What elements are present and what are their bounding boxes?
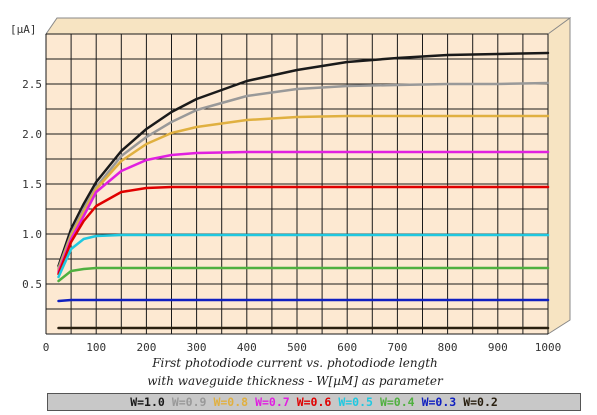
x-tick-label: 600 (337, 341, 357, 354)
legend-entry: W=0.8 (213, 395, 249, 409)
x-tick-label: 1000 (535, 341, 562, 354)
x-tick-label: 900 (488, 341, 508, 354)
legend-entry: W=0.2 (463, 395, 498, 409)
legend-entry: W=0.7 (255, 395, 290, 409)
y-axis: 0.5 1.0 1.5 2.0 2.5 (22, 78, 42, 291)
depth-top-face (45, 17, 571, 35)
series-line-W=0.8 (57, 114, 550, 272)
depth-side-face (547, 17, 571, 335)
legend-entry: W=0.4 (379, 395, 415, 409)
x-tick-label: 800 (438, 341, 458, 354)
y-tick-label: 1.0 (22, 228, 42, 241)
x-tick-label: 700 (387, 341, 407, 354)
legend-entry: W=0.3 (421, 395, 457, 409)
legend-entry: W=0.9 (171, 395, 207, 409)
y-axis-label: [µA] (10, 23, 37, 36)
legend-entry: W=1.0 (130, 395, 165, 409)
x-tick-label: 400 (237, 341, 257, 354)
caption-line-1: First photodiode current vs. photodiode … (152, 356, 438, 370)
x-axis: 0 100 200 300 400 500 600 700 800 900 1000 (43, 341, 562, 354)
legend-entry: W=0.5 (338, 395, 373, 409)
x-tick-label: 0 (43, 341, 50, 354)
legend: W=1.0 W=0.9 W=0.8 W=0.7 W=0.6 W=0.5 W=0.4 W=0.3… (47, 393, 581, 411)
grid (45, 33, 549, 335)
x-tick-label: 100 (86, 341, 106, 354)
caption-line-2: with waveguide thickness - W[µM] as para… (147, 374, 443, 388)
x-tick-label: 500 (287, 341, 307, 354)
series-line-W=0.7 (57, 150, 550, 274)
y-tick-label: 0.5 (22, 278, 42, 291)
y-tick-label: 1.5 (22, 178, 42, 191)
y-tick-label: 2.5 (22, 78, 42, 91)
series-line-W=0.3 (57, 298, 550, 303)
series-line-W=0.4 (57, 266, 550, 283)
series-line-W=0.9 (57, 81, 550, 270)
series-line-W=0.6 (57, 185, 550, 276)
series-group (57, 51, 550, 330)
series-line-W=0.5 (57, 233, 550, 279)
y-tick-label: 2.0 (22, 128, 42, 141)
legend-entry: W=0.6 (296, 395, 332, 409)
x-tick-label: 200 (136, 341, 156, 354)
x-tick-label: 300 (187, 341, 207, 354)
series-line-W=1.0 (57, 51, 550, 268)
